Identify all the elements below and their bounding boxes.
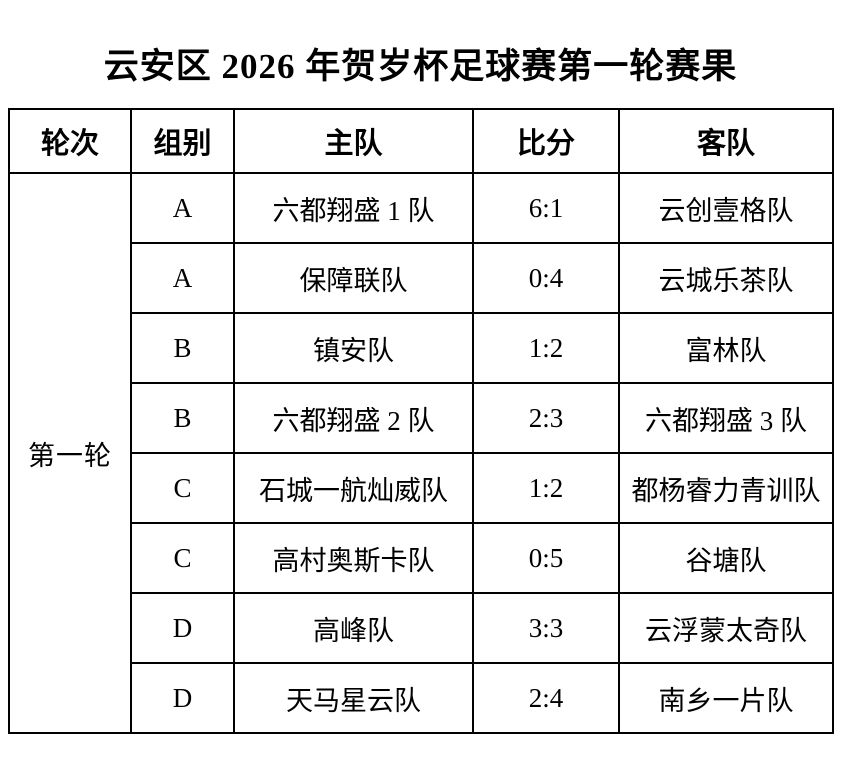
header-row: 轮次 组别 主队 比分 客队 (8, 108, 834, 174)
table-row: C 高村奥斯卡队 0:5 谷塘队 (9, 522, 834, 594)
page-title: 云安区 2026 年贺岁杯足球赛第一轮赛果 (103, 47, 738, 86)
home-team-cell: 高峰队 (233, 592, 474, 664)
away-team-cell: 云城乐茶队 (618, 242, 834, 314)
group-cell: D (130, 662, 235, 734)
col-header-home: 主队 (233, 108, 474, 174)
score-cell: 1:2 (472, 452, 620, 524)
home-team-cell: 保障联队 (233, 242, 474, 314)
home-team-cell: 六都翔盛 2 队 (233, 382, 474, 454)
score-cell: 0:5 (472, 522, 620, 594)
group-cell: A (130, 242, 235, 314)
group-cell: B (130, 312, 235, 384)
score-cell: 6:1 (472, 172, 620, 244)
table-row: A 保障联队 0:4 云城乐茶队 (9, 242, 834, 314)
table-row: D 天马星云队 2:4 南乡一片队 (9, 662, 834, 734)
away-team-cell: 云创壹格队 (618, 172, 834, 244)
col-header-round: 轮次 (8, 108, 132, 174)
score-cell: 2:3 (472, 382, 620, 454)
col-header-group: 组别 (130, 108, 235, 174)
table-row: C 石城一航灿威队 1:2 都杨睿力青训队 (9, 452, 834, 524)
table-row: B 六都翔盛 2 队 2:3 六都翔盛 3 队 (9, 382, 834, 454)
col-header-away: 客队 (618, 108, 834, 174)
home-team-cell: 石城一航灿威队 (233, 452, 474, 524)
away-team-cell: 富林队 (618, 312, 834, 384)
group-cell: C (130, 452, 235, 524)
group-cell: C (130, 522, 235, 594)
score-cell: 0:4 (472, 242, 620, 314)
away-team-cell: 南乡一片队 (618, 662, 834, 734)
score-cell: 2:4 (472, 662, 620, 734)
away-team-cell: 都杨睿力青训队 (618, 452, 834, 524)
table-row: 第一轮 A 六都翔盛 1 队 6:1 云创壹格队 (8, 172, 834, 734)
away-team-cell: 云浮蒙太奇队 (618, 592, 834, 664)
results-table: 轮次 组别 主队 比分 客队 第一轮 A 六都翔盛 1 队 6:1 云创壹格队 … (8, 108, 834, 734)
col-header-score: 比分 (472, 108, 620, 174)
home-team-cell: 镇安队 (233, 312, 474, 384)
away-team-cell: 谷塘队 (618, 522, 834, 594)
table-row: D 高峰队 3:3 云浮蒙太奇队 (9, 592, 834, 664)
away-team-cell: 六都翔盛 3 队 (618, 382, 834, 454)
home-team-cell: 天马星云队 (233, 662, 474, 734)
round-cell: 第一轮 (8, 172, 132, 734)
table-row: B 镇安队 1:2 富林队 (9, 312, 834, 384)
score-cell: 1:2 (472, 312, 620, 384)
group-cell: D (130, 592, 235, 664)
score-cell: 3:3 (472, 592, 620, 664)
home-team-cell: 高村奥斯卡队 (233, 522, 474, 594)
home-team-cell: 六都翔盛 1 队 (233, 172, 474, 244)
group-cell: B (130, 382, 235, 454)
group-cell: A (130, 172, 235, 244)
